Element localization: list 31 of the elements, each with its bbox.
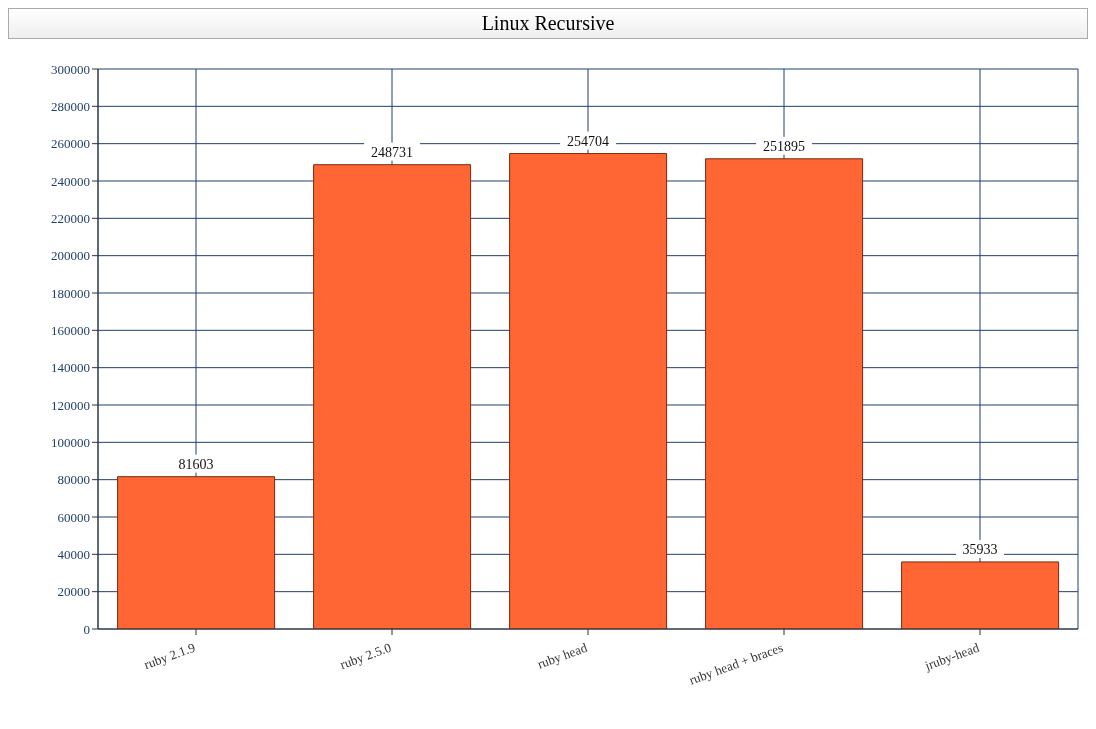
chart-title: Linux Recursive: [8, 8, 1088, 39]
y-tick-label: 60000: [57, 509, 90, 525]
data-label: 81603: [178, 456, 214, 472]
y-tick-label: 280000: [51, 98, 90, 114]
y-tick-label: 160000: [51, 322, 90, 338]
bar: [705, 158, 864, 629]
y-tick-label: 0: [83, 621, 90, 637]
data-label: 251895: [763, 138, 806, 154]
x-tick-label: ruby 2.1.9: [142, 639, 198, 672]
data-label: 248731: [371, 144, 414, 160]
x-tick-label: ruby 2.5.0: [338, 639, 394, 672]
data-label: 254704: [567, 133, 610, 149]
y-tick-label: 120000: [51, 397, 90, 413]
y-tick-label: 220000: [51, 210, 90, 226]
y-tick-label: 140000: [51, 360, 90, 376]
y-tick-label: 200000: [51, 248, 90, 264]
y-tick-label: 180000: [51, 285, 90, 301]
y-tick-label: 80000: [57, 472, 90, 488]
bar: [509, 153, 668, 629]
x-tick-label: ruby head + braces: [687, 639, 786, 688]
bar: [901, 561, 1060, 629]
y-tick-label: 260000: [51, 136, 90, 152]
y-tick-label: 40000: [57, 546, 90, 562]
y-tick-label: 300000: [51, 61, 90, 77]
bar: [117, 476, 276, 629]
y-tick-label: 240000: [51, 173, 90, 189]
data-label: 35933: [962, 541, 998, 557]
y-tick-label: 100000: [51, 434, 90, 450]
y-tick-label: 20000: [57, 584, 90, 600]
x-tick-label: ruby head: [535, 639, 590, 672]
bar: [313, 164, 472, 629]
